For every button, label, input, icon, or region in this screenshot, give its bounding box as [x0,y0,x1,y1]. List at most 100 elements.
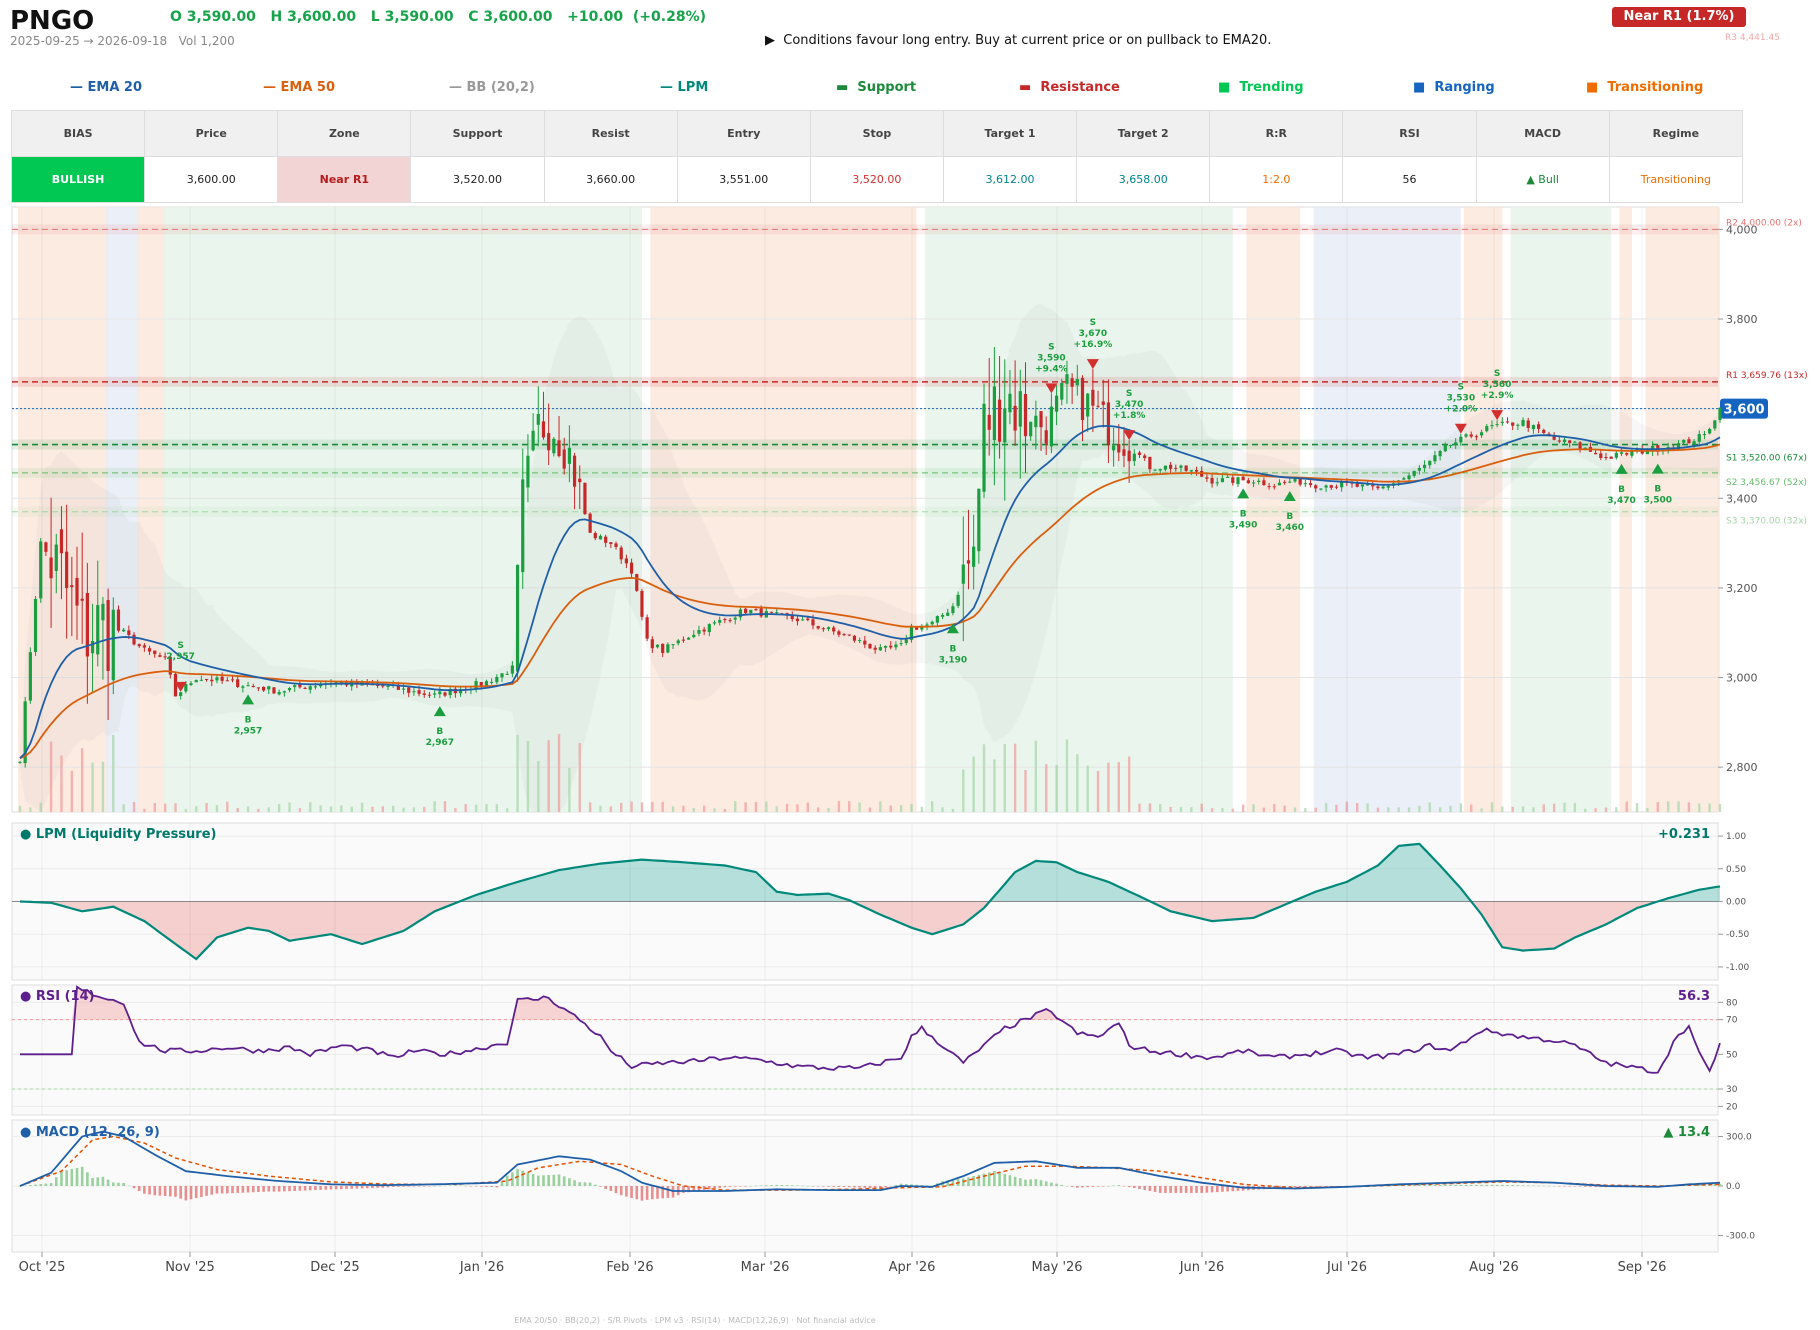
volume-bar [588,802,592,812]
legend-transitioning[interactable]: ■ Transitioning [1586,80,1704,95]
candle-body [127,630,131,635]
candle-body [1070,378,1074,387]
macd-histogram-bar [765,1185,768,1186]
candle-body [75,577,79,606]
candle-body [122,629,126,632]
macd-histogram-bar [1226,1186,1229,1192]
candle-body [1194,470,1199,472]
candle-body [1044,430,1048,444]
candle-body [287,688,292,691]
macd-histogram-bar [329,1186,333,1190]
candle-body [153,650,157,655]
macd-histogram-bar [754,1185,758,1187]
volume-bar [1646,807,1649,812]
macd-histogram-bar [868,1186,872,1189]
volume-bar [1159,804,1162,812]
candle-body [256,687,261,689]
regime-band-transitioning [1464,207,1503,812]
macd-histogram-bar [438,1185,442,1187]
volume-bar [816,807,820,812]
macd-histogram-bar [744,1186,747,1187]
macd-histogram-bar [448,1185,452,1186]
volume-bar [1666,801,1670,812]
candle-body [1241,476,1245,481]
candle-body [396,685,400,690]
legend-lpm[interactable]: — LPM [660,80,709,95]
x-tick-label: Feb '26 [606,1260,653,1275]
candle-body [1319,488,1323,490]
macd-histogram-bar [34,1184,37,1186]
volume-bar [298,808,302,812]
candle-body [1060,382,1064,400]
macd-histogram-bar [1335,1186,1338,1187]
macd-histogram-bar [594,1184,597,1186]
buy-signal-price: 2,967 [426,738,454,748]
candle-body [635,574,639,591]
candle-body [769,611,774,613]
macd-histogram-bar [1221,1186,1224,1192]
hdr-support: Support [410,110,545,157]
macd-histogram-bar [226,1186,229,1194]
candle-body [168,656,172,675]
price-panel: 4,000 3,800 3,600 3,400 3,200 3,000 2,800 R2 4,… [11,206,1808,813]
macd-histogram-bar [884,1186,887,1188]
sell-signal-marker [1045,383,1058,394]
legend-ema20[interactable]: — EMA 20 [70,80,143,95]
macd-histogram-bar [1101,1186,1105,1187]
macd-histogram-bar [1444,1184,1447,1186]
volume-bar [174,803,177,812]
candle-body [686,637,691,640]
regime-band-trending [163,207,642,812]
candle-body [433,693,437,695]
legend-resistance[interactable]: ▬ Resistance [1019,80,1120,95]
volume-bar [236,807,239,812]
candle-body [1568,440,1572,443]
legend-bb[interactable]: — BB (20,2) [449,80,535,95]
candle-body [1474,436,1479,438]
legend-trending[interactable]: ■ Trending [1218,80,1304,95]
legend-ema50[interactable]: — EMA 50 [263,80,336,95]
hdr-bias: BIAS [10,110,146,157]
lpm-panel: 1.00 0.50 0.00 -0.50 -1.00 ● LPM (Liquidity P… [11,822,1750,981]
macd-histogram-bar [1179,1186,1183,1193]
candle-body [604,536,608,543]
sell-signal-letter: S [1458,383,1464,393]
candle-body [1619,452,1624,454]
macd-histogram-bar [1438,1184,1442,1186]
val-rr: 1:2.0 [1209,156,1344,203]
macd-histogram-bar [44,1183,48,1186]
volume-bar [1210,808,1214,812]
macd-histogram-bar [1174,1186,1178,1193]
candle-body [707,624,711,633]
macd-histogram-bar [614,1186,618,1194]
macd-histogram-bar [500,1181,504,1186]
hdr-stop: Stop [809,110,944,157]
candle-body [1573,441,1577,443]
candle-body [1464,434,1468,437]
macd-histogram-bar [837,1186,841,1187]
candle-body [1169,464,1173,469]
sell-signal-pct: +9.4% [1035,364,1068,374]
macd-histogram-bar [231,1186,234,1194]
volume-bar [1511,806,1514,812]
legend-ranging[interactable]: ■ Ranging [1413,80,1495,95]
buy-signal-letter: B [1240,509,1247,519]
legend-support[interactable]: ▬ Support [836,80,917,95]
candle-body [1578,442,1582,449]
candle-body [479,682,483,686]
macd-histogram-bar [573,1180,576,1186]
macd-histogram-bar [1298,1186,1302,1188]
candle-body [661,643,665,653]
macd-histogram-bar [194,1186,198,1199]
macd-histogram-bar [174,1186,177,1197]
macd-histogram-bar [495,1186,499,1188]
macd-histogram-bar [894,1184,898,1186]
macd-histogram-bar [402,1186,405,1187]
candle-body [863,640,867,645]
macd-histogram-bar [80,1166,84,1186]
macd-histogram-bar [920,1185,924,1186]
sell-signal-marker [1454,423,1467,434]
candle-body [1376,486,1380,489]
candle-body [474,681,478,690]
